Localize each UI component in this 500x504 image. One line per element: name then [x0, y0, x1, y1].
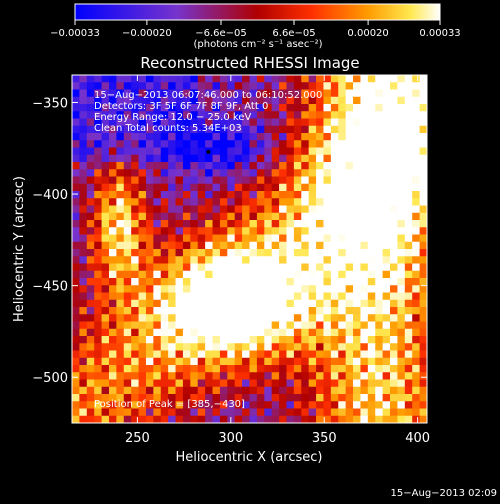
plot-frame [71, 74, 428, 424]
annotation-clean-counts: Clean Total counts: 5.34E+03 [94, 123, 242, 134]
x-axis-ticks: 250 300 350 400 [125, 75, 430, 446]
y-axis-ticks: −350 −400 −450 −500 [32, 96, 427, 386]
colorbar-gradient [74, 3, 441, 21]
heatmap-cells [72, 75, 427, 423]
y-axis-label: Heliocentric Y (arcsec) [12, 176, 27, 322]
y-tick-label-1: −400 [32, 188, 68, 203]
x-tick-label-0: 250 [125, 431, 150, 446]
x-axis-label: Heliocentric X (arcsec) [176, 450, 323, 465]
y-tick-label-2: −450 [32, 280, 68, 295]
colorbar-tick-label-0: −0.00033 [50, 28, 100, 39]
x-tick-label-2: 350 [312, 431, 337, 446]
y-tick-label-0: −350 [32, 96, 68, 111]
y-tick-label-3: −500 [32, 371, 68, 386]
colorbar-tick-label-3: 6.6e−05 [272, 28, 315, 39]
colorbar-tick-label-5: 0.00033 [419, 28, 460, 39]
colorbar-unit-label: (photons cm⁻² s⁻¹ asec⁻²) [193, 39, 322, 50]
footer-date: 15−Aug−2013 02:09 [391, 488, 497, 499]
colorbar-tick-label-1: −0.00020 [122, 28, 172, 39]
annotation-time-range: 15−Aug−2013 06:07:46.000 to 06:10:52.000 [94, 90, 322, 101]
x-tick-label-1: 300 [218, 431, 243, 446]
marker-dot [206, 149, 211, 154]
colorbar-tick-label-4: 0.00020 [347, 28, 388, 39]
annotation-energy-range: Energy Range: 12.0 − 25.0 keV [94, 112, 251, 123]
x-tick-label-3: 400 [405, 431, 430, 446]
peak-position-label: Position of Peak = [385,−430] [94, 399, 245, 410]
colorbar-tick-label-2: −6.6e−05 [195, 28, 247, 39]
annotation-detectors: Detectors: 3F 5F 6F 7F 8F 9F, Att 0 [94, 101, 268, 112]
chart-title: Reconstructed RHESSI Image [140, 54, 359, 72]
colorbar-ticks: −0.00033 −0.00020 −6.6e−05 6.6e−05 0.00020 0.… [50, 20, 461, 39]
